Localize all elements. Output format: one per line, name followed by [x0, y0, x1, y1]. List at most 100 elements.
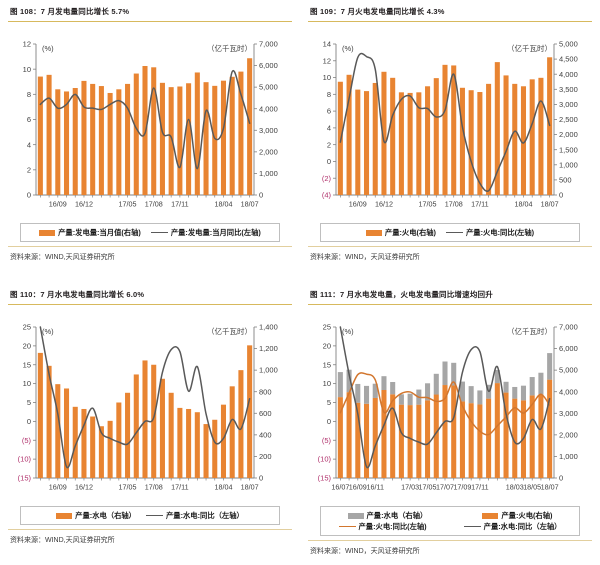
svg-text:18/07: 18/07	[541, 200, 559, 209]
legend-111: 产量:水电（右轴） 产量:火电(右轴) 产量:火电:同比(左轴) 产量:水电:同…	[320, 506, 580, 536]
svg-text:(10): (10)	[18, 455, 32, 464]
svg-text:16/09: 16/09	[349, 483, 367, 492]
svg-text:（亿千瓦时）: （亿千瓦时）	[507, 326, 552, 336]
svg-text:6,000: 6,000	[259, 61, 278, 70]
legend-swatch-bar-icon	[365, 229, 382, 236]
svg-text:1,000: 1,000	[259, 169, 278, 178]
legend-label: 产量:发电量:当月同比(左轴)	[170, 228, 261, 237]
svg-text:1,500: 1,500	[559, 145, 578, 154]
svg-text:18/04: 18/04	[514, 200, 532, 209]
svg-text:17/08: 17/08	[145, 200, 163, 209]
source-divider-111	[308, 540, 592, 541]
svg-text:17/03: 17/03	[401, 483, 419, 492]
svg-text:4,000: 4,000	[559, 387, 578, 396]
legend-item-bar-108: 产量:发电量:当月值(右轴)	[39, 227, 141, 238]
legend-item-bar-hydro-111: 产量:水电（右轴）	[347, 510, 427, 521]
legend-label: 产量:火电(右轴)	[501, 511, 553, 520]
figure-title-109: 图 109：7 月火电发电量同比增长 4.3%	[310, 7, 445, 16]
svg-text:16/12: 16/12	[75, 200, 93, 209]
svg-text:17/11: 17/11	[471, 483, 488, 492]
figure-title-108: 图 108：7 月发电量同比增长 5.7%	[10, 7, 130, 16]
svg-text:0: 0	[327, 417, 331, 426]
svg-text:500: 500	[559, 176, 572, 185]
legend-item-line-hydro-111: 产量:水电:同比（左轴）	[463, 521, 561, 532]
svg-text:200: 200	[259, 452, 272, 461]
svg-text:8: 8	[327, 90, 331, 99]
svg-text:4,500: 4,500	[559, 55, 578, 64]
chart-111: (%) （亿千瓦时） (15) (10) (5) 0 5 10 15 20 25 0 1,000 2,00…	[306, 309, 594, 504]
svg-text:18/07: 18/07	[241, 200, 259, 209]
legend-label: 产量:水电（右轴）	[75, 511, 136, 520]
legend-110: 产量:水电（右轴） 产量:水电:同比（左轴）	[20, 506, 280, 525]
figure-panel-108: 图 108：7 月发电量同比增长 5.7% (%) （亿千瓦时） 0 2 4 6 8 10 12…	[0, 0, 300, 283]
svg-text:(%): (%)	[342, 327, 354, 336]
svg-text:25: 25	[323, 323, 331, 332]
svg-text:18/04: 18/04	[214, 200, 232, 209]
svg-text:17/11: 17/11	[471, 200, 488, 209]
svg-text:3,000: 3,000	[559, 409, 578, 418]
legend-label: 产量:火电:同比(左轴)	[465, 228, 535, 237]
svg-text:20: 20	[23, 341, 31, 350]
svg-text:18/05: 18/05	[523, 483, 541, 492]
svg-text:4,000: 4,000	[259, 104, 278, 113]
svg-text:1,200: 1,200	[259, 344, 278, 353]
figure-title-110: 图 110：7 月水电发电量同比增长 6.0%	[10, 290, 145, 299]
svg-text:0: 0	[327, 157, 331, 166]
legend-swatch-line-icon	[338, 526, 356, 527]
source-note-110: 资料来源：WIND,天风证券研究所	[10, 537, 115, 544]
svg-text:5,000: 5,000	[259, 83, 278, 92]
svg-text:7,000: 7,000	[559, 323, 578, 332]
legend-label: 产量:火电(右轴)	[384, 228, 436, 237]
figure-title-111: 图 111：7 月水电发电量，火电发电量同比增速均回升	[310, 290, 493, 299]
legend-swatch-bar-icon	[56, 512, 73, 519]
svg-text:(4): (4)	[322, 191, 332, 200]
title-divider-108	[8, 21, 292, 22]
svg-text:18/04: 18/04	[214, 483, 232, 492]
svg-text:600: 600	[259, 409, 272, 418]
svg-text:3,000: 3,000	[259, 126, 278, 135]
svg-text:5,000: 5,000	[559, 40, 578, 49]
svg-text:17/05: 17/05	[419, 200, 437, 209]
svg-text:17/05: 17/05	[419, 483, 437, 492]
svg-text:4: 4	[27, 140, 31, 149]
svg-text:5: 5	[27, 398, 31, 407]
svg-text:16/11: 16/11	[367, 483, 384, 492]
svg-text:5: 5	[327, 398, 331, 407]
source-divider-110	[8, 529, 292, 530]
legend-label: 产量:发电量:当月值(右轴)	[58, 228, 141, 237]
svg-text:3,500: 3,500	[559, 85, 578, 94]
svg-text:16/09: 16/09	[349, 200, 367, 209]
svg-text:(5): (5)	[22, 436, 32, 445]
svg-text:17/08: 17/08	[145, 483, 163, 492]
svg-text:800: 800	[259, 387, 272, 396]
figure-panel-110: 图 110：7 月水电发电量同比增长 6.0% (%) （亿千瓦时） (15) (10…	[0, 283, 300, 565]
svg-text:12: 12	[323, 56, 331, 65]
title-divider-111	[308, 304, 592, 305]
svg-text:0: 0	[259, 474, 263, 483]
svg-text:10: 10	[323, 379, 331, 388]
chart-108: (%) （亿千瓦时） 0 2 4 6 8 10 12 0 1,000 2,000 3,000 4,000 5…	[6, 26, 294, 221]
svg-text:（亿千瓦时）: （亿千瓦时）	[507, 43, 552, 53]
svg-text:2,000: 2,000	[559, 130, 578, 139]
legend-item-line-109: 产量:火电:同比(左轴)	[445, 227, 535, 238]
svg-text:17/09: 17/09	[453, 483, 471, 492]
legend-item-bar-109: 产量:火电(右轴)	[365, 227, 436, 238]
svg-text:(10): (10)	[318, 455, 332, 464]
svg-text:(15): (15)	[318, 474, 332, 483]
svg-text:6: 6	[327, 107, 331, 116]
svg-text:12: 12	[23, 40, 31, 49]
source-note-111: 资料来源：WIND，天风证券研究所	[310, 548, 420, 555]
chart-110: (%) （亿千瓦时） (15) (10) (5) 0 5 10 15 20 25 0 200 400 600…	[6, 309, 294, 504]
svg-text:15: 15	[23, 360, 31, 369]
svg-text:14: 14	[323, 40, 331, 49]
svg-text:(5): (5)	[322, 436, 332, 445]
legend-swatch-line-icon	[150, 232, 168, 233]
svg-text:7,000: 7,000	[259, 40, 278, 49]
source-divider-108	[8, 246, 292, 247]
svg-text:0: 0	[27, 191, 31, 200]
legend-label: 产量:火电:同比(左轴)	[358, 522, 427, 531]
svg-text:0: 0	[259, 191, 263, 200]
svg-text:6,000: 6,000	[559, 344, 578, 353]
svg-text:15: 15	[323, 360, 331, 369]
svg-text:400: 400	[259, 430, 272, 439]
